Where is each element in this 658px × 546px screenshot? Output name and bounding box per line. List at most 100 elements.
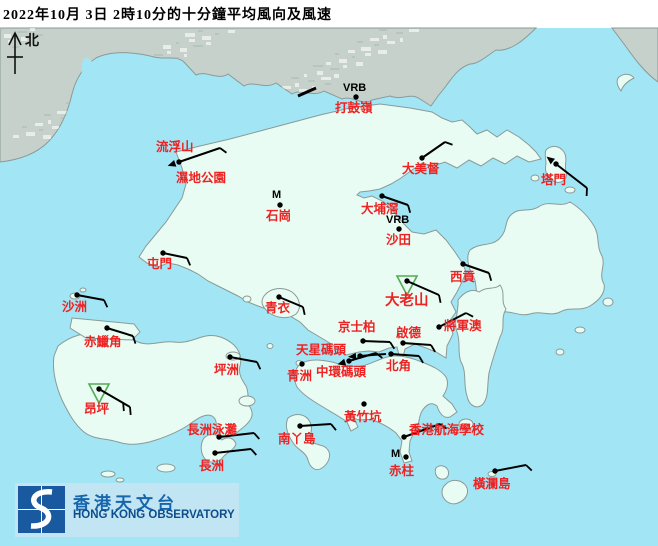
- hko-name-chinese: 香港天文台: [73, 494, 178, 513]
- wind-arrow-head: [167, 159, 177, 167]
- wind-barb-tick: [525, 464, 533, 472]
- wind-barb-shaft: [406, 280, 440, 296]
- station-dot: [212, 450, 218, 456]
- north-label: 北: [25, 34, 39, 49]
- station-sha-chau: [74, 292, 109, 308]
- station-dot: [404, 278, 410, 284]
- station-stanley: [403, 454, 409, 460]
- wind-barb-shaft: [299, 423, 332, 427]
- wind-barb-tick: [439, 423, 448, 430]
- wind-barb-tick: [302, 306, 306, 316]
- station-dot: [104, 325, 110, 331]
- station-chek-lap-kok: [104, 325, 137, 344]
- station-dot: [176, 159, 182, 165]
- wind-barb-shaft: [178, 147, 221, 163]
- wind-barb-shaft: [421, 141, 446, 159]
- wind-barb-tick: [122, 402, 125, 412]
- wind-barb-shaft: [381, 195, 409, 206]
- station-sai-kung: [460, 261, 493, 281]
- station-dot: [297, 423, 303, 429]
- station-dot: [419, 155, 425, 161]
- station-wong-chuk-hang: [361, 401, 367, 407]
- station-tai-mei-tuk: [419, 141, 453, 161]
- wind-barb-shaft: [348, 352, 377, 362]
- station-kings-park: [360, 338, 396, 350]
- station-waglan-island: [492, 464, 533, 474]
- station-green-island: [299, 361, 305, 367]
- station-dot: [396, 226, 402, 232]
- station-dot: [227, 354, 233, 360]
- station-tseung-kwan-o: [436, 312, 474, 330]
- border-mark: [297, 86, 317, 98]
- station-lau-fau-shan: [167, 147, 227, 167]
- deep-bay-water: [81, 57, 175, 161]
- wind-barb-tick: [389, 341, 396, 350]
- station-tsing-yi: [276, 294, 306, 316]
- station-dot: [96, 386, 102, 392]
- wind-barb-tick: [375, 352, 383, 359]
- station-central-pier: [337, 352, 383, 366]
- station-shek-kong: [277, 202, 283, 208]
- north-arrow-icon: [7, 31, 23, 74]
- station-dot: [276, 294, 282, 300]
- station-tates-cairn: [395, 275, 442, 304]
- wind-barb-tick: [256, 361, 262, 370]
- wind-barb-shaft: [229, 356, 258, 363]
- wind-barb-shaft: [362, 340, 391, 343]
- station-tap-mun: [546, 156, 588, 197]
- station-lamma-island: [297, 423, 337, 431]
- station-north-point: [388, 351, 424, 364]
- hko-name-english: HONG KONG OBSERVATORY: [73, 509, 235, 521]
- station-cheung-chau: [212, 448, 257, 456]
- station-cheung-chau-beach: [216, 432, 260, 440]
- hk-landmasses: [53, 73, 635, 505]
- station-tuen-mun: [160, 250, 191, 266]
- wind-barb-shaft: [402, 342, 432, 346]
- wind-barb-shaft: [555, 163, 588, 189]
- wind-barb-tick: [103, 299, 109, 308]
- station-dot: [553, 161, 559, 167]
- wind-barb-shaft: [218, 432, 255, 438]
- wind-barb-tick: [465, 312, 474, 318]
- wind-barb-tick: [250, 448, 257, 456]
- wind-barb-tick: [132, 335, 137, 344]
- wind-arrow-head: [337, 358, 347, 366]
- map-title: 2022年10月 3日 2時10分的十分鐘平均風向及風速: [3, 8, 332, 23]
- station-dot: [160, 250, 166, 256]
- wind-barb-shaft: [214, 448, 252, 454]
- station-ngong-ping: [87, 383, 132, 416]
- station-dot: [492, 468, 498, 474]
- wind-arrow-head: [546, 156, 555, 165]
- station-ta-kwu-ling: [353, 94, 359, 100]
- wind-barb-shaft: [390, 353, 420, 357]
- station-dot: [346, 358, 352, 364]
- wind-barb-shaft: [462, 263, 490, 274]
- station-dot: [360, 338, 366, 344]
- hilltop-triangle-marker: [395, 275, 419, 297]
- station-dot: [403, 454, 409, 460]
- station-dot: [299, 361, 305, 367]
- wind-barb-shaft: [76, 294, 105, 301]
- station-tai-po-kau: [379, 193, 412, 213]
- station-peng-chau: [227, 354, 262, 370]
- wind-barb-tick: [488, 272, 493, 281]
- hko-logo: [15, 483, 239, 537]
- wind-arrow-head: [348, 352, 357, 360]
- station-dot: [388, 351, 394, 357]
- wind-barb-shaft: [494, 464, 527, 472]
- station-dot: [277, 202, 283, 208]
- wind-barb-shaft: [162, 252, 188, 259]
- wind-barb-tick: [253, 432, 260, 440]
- station-dot: [379, 193, 385, 199]
- station-dot: [353, 94, 359, 100]
- station-sha-tin: [396, 226, 402, 232]
- wind-barb-shaft: [98, 388, 131, 408]
- station-dot: [400, 340, 406, 346]
- wind-barb-shaft: [106, 327, 134, 337]
- wind-barb-tick: [444, 141, 453, 146]
- wind-barb-tick: [186, 257, 191, 266]
- wind-barb-tick: [418, 355, 424, 364]
- wind-barb-tick: [438, 294, 442, 304]
